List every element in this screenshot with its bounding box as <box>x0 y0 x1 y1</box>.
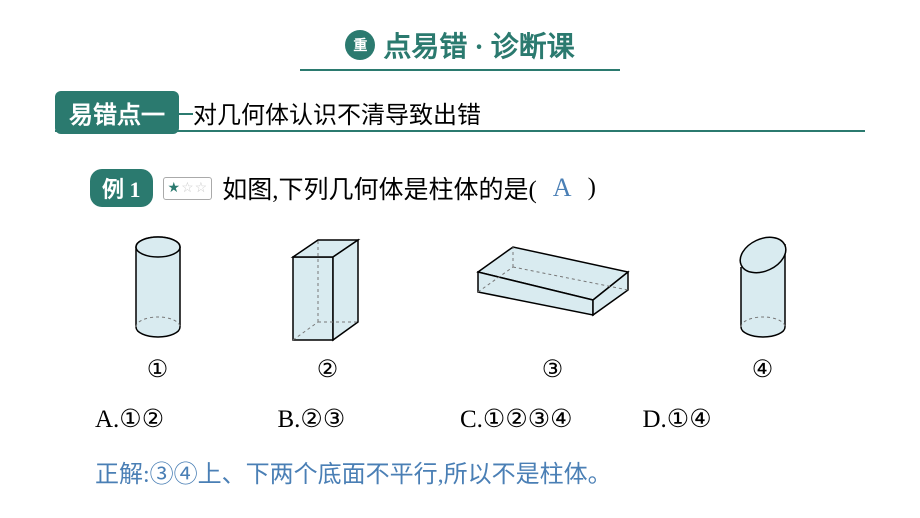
option-a: A.①② <box>95 404 278 434</box>
page-header: 重 点易错 · 诊断课 <box>0 0 920 71</box>
section-row: 易错点一 对几何体认识不清导致出错 <box>55 91 920 134</box>
star-icon: ★ <box>168 180 181 197</box>
header-title-text: 点易错 · 诊断课 <box>383 25 574 65</box>
shape-label-1: ① <box>147 355 169 384</box>
wedge-shape <box>463 232 643 347</box>
shape-label-3: ③ <box>542 355 564 384</box>
header-badge-icon: 重 <box>345 30 375 60</box>
prism-shape <box>278 232 378 347</box>
shape-item-4: ④ <box>728 232 798 384</box>
cut-cylinder-shape <box>728 232 798 347</box>
cylinder-shape <box>123 232 193 347</box>
explanation-text: 正解:③④上、下两个底面不平行,所以不是柱体。 <box>95 454 920 489</box>
header-underline <box>300 69 620 71</box>
star-icon: ☆ <box>181 180 194 197</box>
option-b: B.②③ <box>278 404 461 434</box>
option-c: C.①②③④ <box>460 404 643 434</box>
question-prefix: 如图,下列几何体是柱体的是( <box>222 170 537 206</box>
option-d: D.①④ <box>643 404 826 434</box>
shape-label-2: ② <box>317 355 339 384</box>
section-text: 对几何体认识不清导致出错 <box>193 95 901 130</box>
question-suffix: ) <box>588 174 596 202</box>
difficulty-stars: ★ ☆ ☆ <box>163 177 213 200</box>
star-icon: ☆ <box>195 180 208 197</box>
shape-label-4: ④ <box>752 355 774 384</box>
section-badge: 易错点一 <box>55 91 179 134</box>
example-badge: 例 1 <box>90 169 153 207</box>
options-row: A.①② B.②③ C.①②③④ D.①④ <box>95 404 825 434</box>
shapes-row: ① ② ③ ④ <box>80 232 840 384</box>
example-row: 例 1 ★ ☆ ☆ 如图,下列几何体是柱体的是( A ) <box>90 169 920 207</box>
shape-item-2: ② <box>278 232 378 384</box>
shape-item-3: ③ <box>463 232 643 384</box>
shape-item-1: ① <box>123 232 193 384</box>
answer-letter: A <box>553 173 572 203</box>
header-title-container: 重 点易错 · 诊断课 <box>345 25 574 65</box>
